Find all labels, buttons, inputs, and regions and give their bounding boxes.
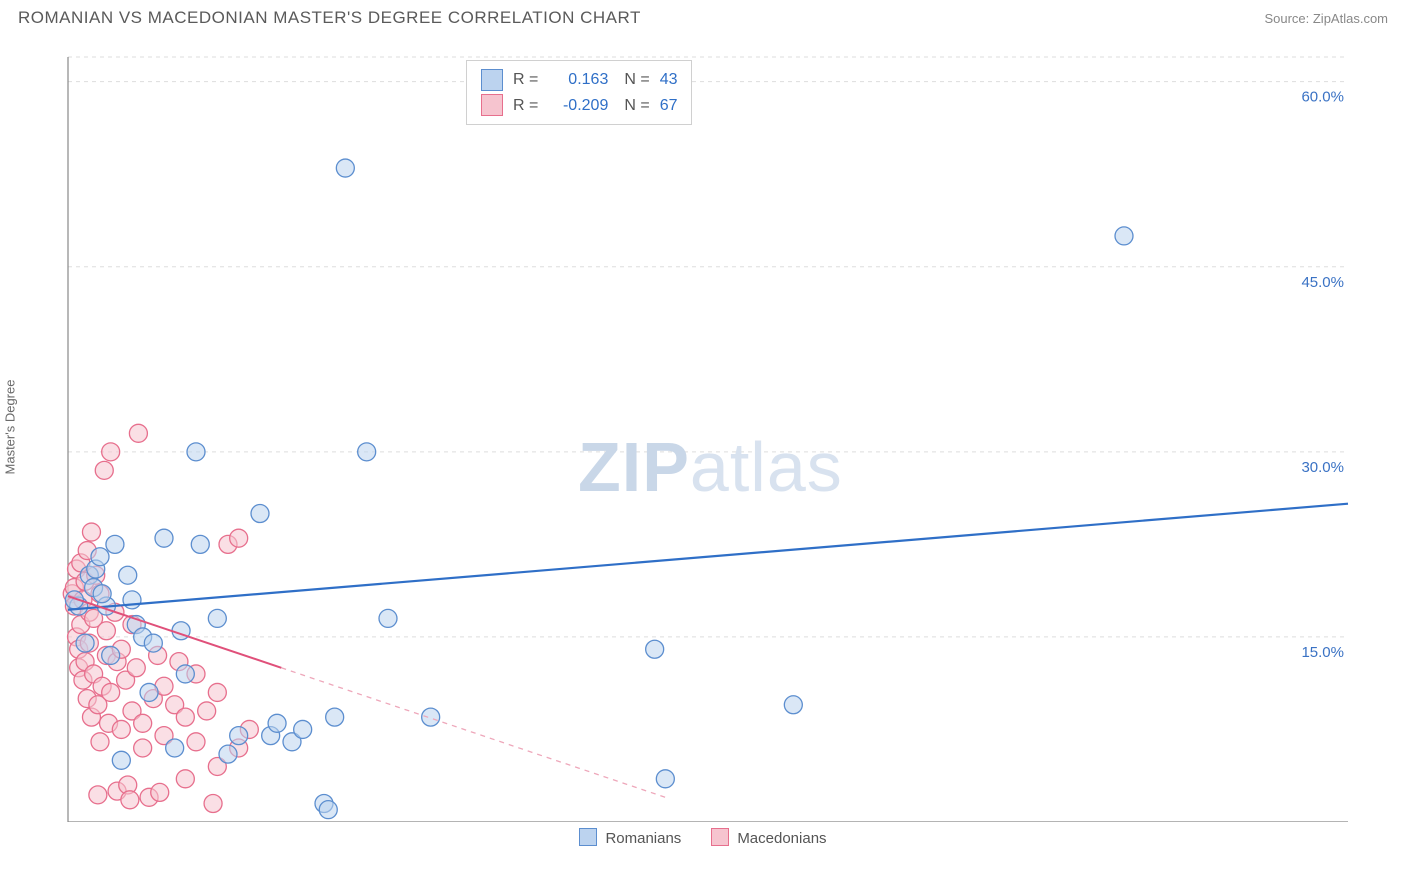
stats-row: R = 0.163 N = 43 (481, 67, 677, 93)
stats-row: R = -0.209 N = 67 (481, 93, 677, 119)
correlation-stats-box: R = 0.163 N = 43 R = -0.209 N = 67 (466, 60, 692, 125)
svg-text:45.0%: 45.0% (1301, 274, 1344, 291)
n-value: 67 (660, 93, 678, 119)
n-value: 43 (660, 67, 678, 93)
chart-title: ROMANIAN VS MACEDONIAN MASTER'S DEGREE C… (18, 8, 641, 28)
series-swatch (481, 69, 503, 91)
chart-container: Master's Degree 15.0%30.0%45.0%60.0%0.0%… (18, 32, 1388, 822)
svg-text:15.0%: 15.0% (1301, 644, 1344, 661)
r-value: -0.209 (548, 93, 608, 119)
r-label: R = (513, 67, 538, 93)
legend-bottom: Romanians Macedonians (0, 828, 1406, 847)
legend-label: Romanians (605, 830, 681, 847)
legend-label: Macedonians (737, 830, 826, 847)
svg-text:60.0%: 60.0% (1301, 89, 1344, 106)
n-label: N = (624, 93, 649, 119)
r-label: R = (513, 93, 538, 119)
chart-source: Source: ZipAtlas.com (1264, 11, 1388, 26)
y-axis-label: Master's Degree (3, 380, 18, 475)
scatter-chart: 15.0%30.0%45.0%60.0%0.0%60.0% (18, 32, 1368, 822)
series-swatch (481, 94, 503, 116)
legend-swatch (711, 828, 729, 846)
legend-item: Macedonians (711, 828, 826, 847)
n-label: N = (624, 67, 649, 93)
legend-swatch (579, 828, 597, 846)
r-value: 0.163 (548, 67, 608, 93)
chart-header: ROMANIAN VS MACEDONIAN MASTER'S DEGREE C… (0, 0, 1406, 32)
legend-item: Romanians (579, 828, 681, 847)
svg-text:30.0%: 30.0% (1301, 459, 1344, 476)
